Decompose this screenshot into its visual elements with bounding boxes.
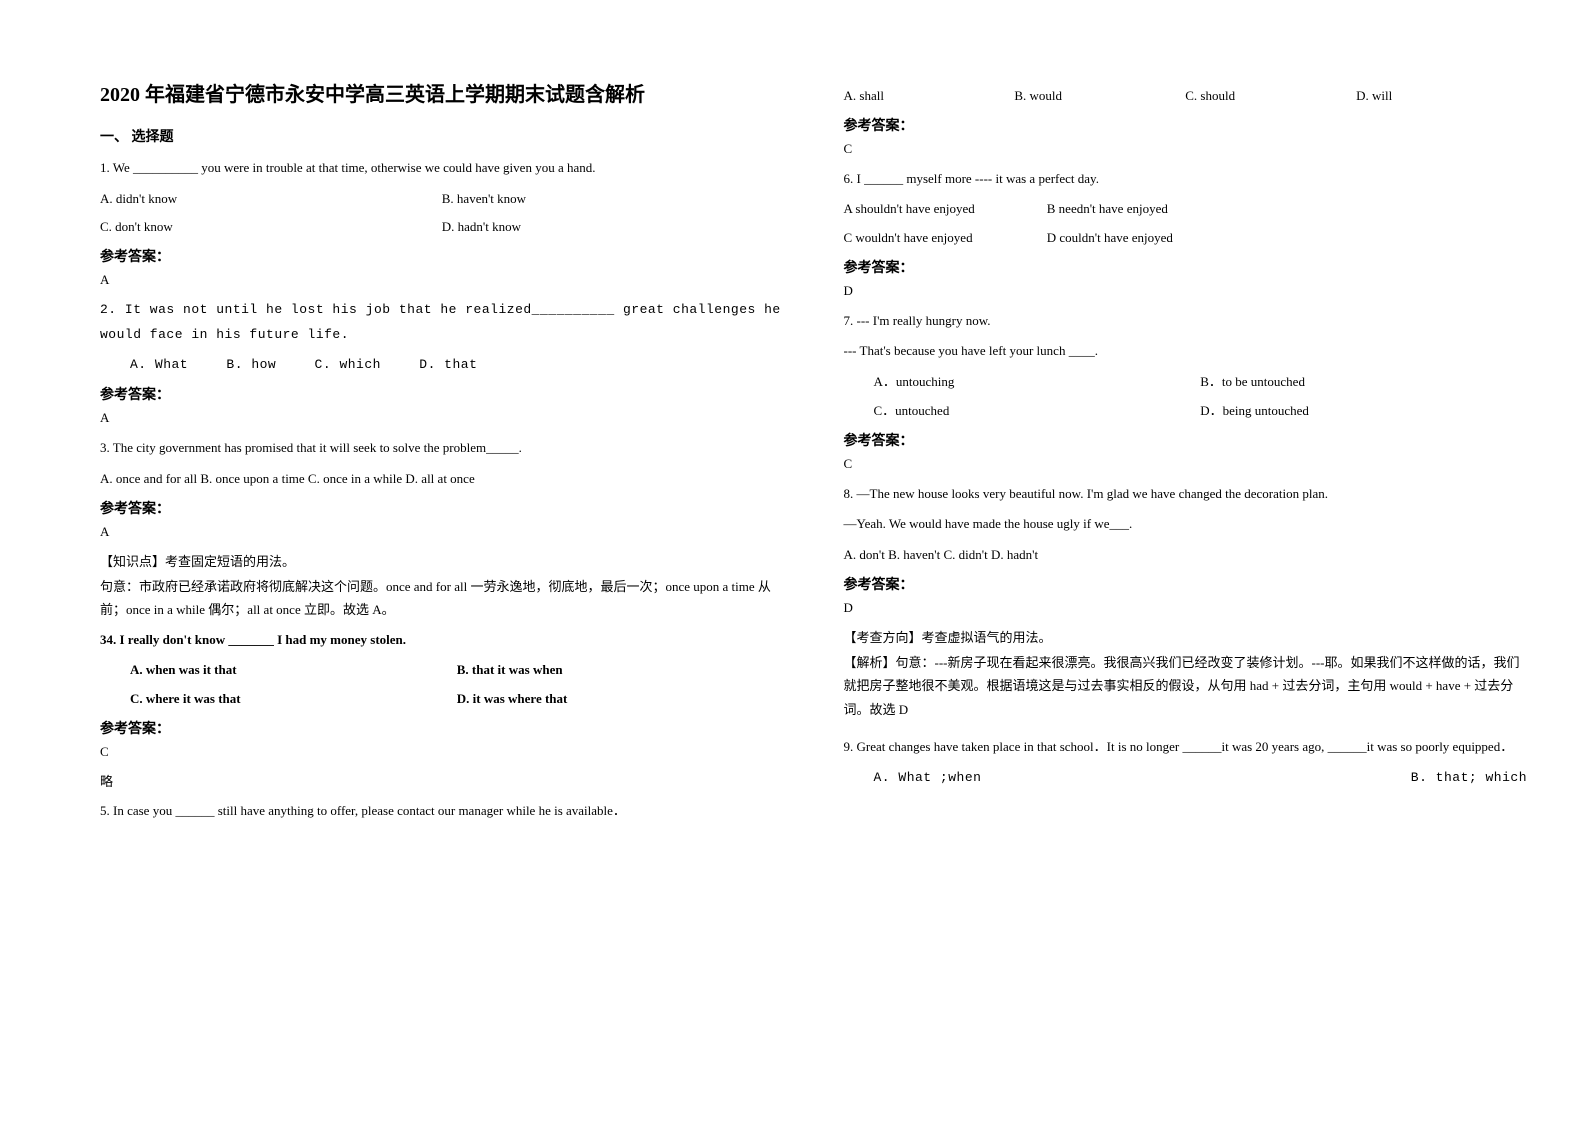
q4-opt-d: D. it was where that [457, 687, 784, 712]
q8-stem2: —Yeah. We would have made the house ugly… [844, 512, 1528, 537]
q2-opt-a: A. What [130, 353, 188, 378]
q3-note1: 【知识点】考查固定短语的用法。 [100, 550, 784, 573]
q1-stem: 1. We __________ you were in trouble at … [100, 156, 784, 181]
page-container: 2020 年福建省宁德市永安中学高三英语上学期期末试题含解析 一、 选择题 1.… [0, 0, 1587, 870]
q2-opts: A. What B. how C. which D. that [100, 353, 784, 378]
q4-opts-row1: A. when was it that B. that it was when [100, 658, 784, 683]
q1-opts-row1: A. didn't know B. haven't know [100, 187, 784, 212]
left-column: 2020 年福建省宁德市永安中学高三英语上学期期末试题含解析 一、 选择题 1.… [100, 80, 784, 830]
q7-opt-b: B．to be untouched [1200, 370, 1527, 395]
q1-ans: A [100, 272, 784, 288]
q6-opts-row2: C wouldn't have enjoyed D couldn't have … [844, 226, 1528, 251]
q4-opts-row2: C. where it was that D. it was where tha… [100, 687, 784, 712]
q6-opt-b: B needn't have enjoyed [1047, 197, 1168, 222]
q7-ans: C [844, 456, 1528, 472]
q8-ans: D [844, 600, 1528, 616]
q5-ans: C [844, 141, 1528, 157]
right-column: A. shall B. would C. should D. will 参考答案… [844, 80, 1528, 830]
q2-ans-label: 参考答案： [100, 384, 784, 404]
q8-note2: 【解析】句意：---新房子现在看起来很漂亮。我很高兴我们已经改变了装修计划。--… [844, 651, 1528, 721]
q5-opt-b: B. would [1014, 84, 1185, 109]
q3-ans-label: 参考答案： [100, 498, 784, 518]
q7-ans-label: 参考答案： [844, 430, 1528, 450]
q1-opt-c: C. don't know [100, 215, 442, 240]
q6-stem: 6. I ______ myself more ---- it was a pe… [844, 167, 1528, 192]
q1-opt-a: A. didn't know [100, 187, 442, 212]
q7-opt-c: C．untouched [874, 399, 1201, 424]
q2-ans: A [100, 410, 784, 426]
q2-opt-c: C. which [315, 353, 381, 378]
q8-ans-label: 参考答案： [844, 574, 1528, 594]
q5-ans-label: 参考答案： [844, 115, 1528, 135]
q1-opt-b: B. haven't know [442, 187, 784, 212]
q1-opts-row2: C. don't know D. hadn't know [100, 215, 784, 240]
q6-opt-c: C wouldn't have enjoyed [844, 226, 1044, 251]
q9-stem: 9. Great changes have taken place in tha… [844, 735, 1528, 760]
q8-stem1: 8. —The new house looks very beautiful n… [844, 482, 1528, 507]
q4-opt-b: B. that it was when [457, 658, 784, 683]
q3-stem: 3. The city government has promised that… [100, 436, 784, 461]
q2-opt-b: B. how [226, 353, 276, 378]
q4-opt-a: A. when was it that [130, 658, 457, 683]
q2-opt-d: D. that [419, 353, 477, 378]
q3-opts: A. once and for all B. once upon a time … [100, 467, 784, 492]
section-heading: 一、 选择题 [100, 126, 784, 146]
q6-ans-label: 参考答案： [844, 257, 1528, 277]
q7-stem2: --- That's because you have left your lu… [844, 339, 1528, 364]
q7-opt-d: D．being untouched [1200, 399, 1527, 424]
q4-ans-label: 参考答案： [100, 718, 784, 738]
q4-ans: C [100, 744, 784, 760]
q5-stem: 5. In case you ______ still have anythin… [100, 799, 784, 824]
q4-stem: 34. I really don't know _______ I had my… [100, 628, 784, 653]
q8-opts: A. don't B. haven't C. didn't D. hadn't [844, 543, 1528, 568]
q5-opt-c: C. should [1185, 84, 1356, 109]
q9-opts-row: A. What ;when B. that; which [844, 766, 1528, 791]
q7-opts-row1: A．untouching B．to be untouched [844, 370, 1528, 395]
q5-opts: A. shall B. would C. should D. will [844, 84, 1528, 109]
q6-opt-a: A shouldn't have enjoyed [844, 197, 1044, 222]
q9-opt-a: A. What ;when [844, 766, 982, 791]
q6-ans: D [844, 283, 1528, 299]
q8-note1: 【考查方向】考查虚拟语气的用法。 [844, 626, 1528, 649]
doc-title: 2020 年福建省宁德市永安中学高三英语上学期期末试题含解析 [100, 80, 784, 110]
q6-opts-row1: A shouldn't have enjoyed B needn't have … [844, 197, 1528, 222]
q9-opt-b: B. that; which [1411, 766, 1527, 791]
q1-opt-d: D. hadn't know [442, 215, 784, 240]
q6-opt-d: D couldn't have enjoyed [1047, 226, 1173, 251]
q7-opt-a: A．untouching [874, 370, 1201, 395]
q1-ans-label: 参考答案： [100, 246, 784, 266]
q5-opt-a: A. shall [844, 84, 1015, 109]
q2-stem: 2. It was not until he lost his job that… [100, 298, 784, 347]
q7-stem1: 7. --- I'm really hungry now. [844, 309, 1528, 334]
q7-opts-row2: C．untouched D．being untouched [844, 399, 1528, 424]
q3-note2: 句意：市政府已经承诺政府将彻底解决这个问题。once and for all 一… [100, 575, 784, 622]
q3-ans: A [100, 524, 784, 540]
q5-opt-d: D. will [1356, 84, 1527, 109]
q4-opt-c: C. where it was that [130, 687, 457, 712]
q4-omit: 略 [100, 770, 784, 793]
